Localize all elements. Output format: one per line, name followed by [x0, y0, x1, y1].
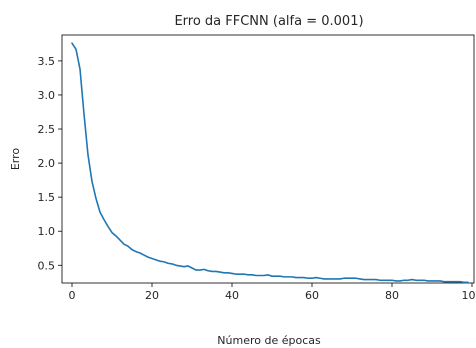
axes-frame [61, 34, 475, 284]
y-axis-label: Erro [9, 148, 22, 171]
series-line [71, 42, 469, 284]
x-tick-label: 40 [225, 289, 239, 302]
x-tick-label: 60 [305, 289, 319, 302]
x-axis-label: Número de épocas [217, 334, 321, 347]
y-tick-label: 3.0 [38, 89, 56, 102]
y-tick-label: 2.5 [38, 123, 56, 136]
plot-area: 0 20 40 60 80 100 0.5 1.0 1.5 2.0 2.5 3.0 3.5 [38, 34, 476, 302]
x-tick-label: 100 [462, 289, 476, 302]
chart-title: Erro da FFCNN (alfa = 0.001) [174, 14, 363, 29]
x-tick-label: 80 [385, 289, 399, 302]
y-tick-label: 1.0 [38, 225, 56, 238]
x-tick-label: 0 [69, 289, 76, 302]
y-tick-label: 0.5 [38, 259, 56, 272]
y-tick-label: 3.5 [38, 55, 56, 68]
y-tick-label: 1.5 [38, 191, 56, 204]
x-tick-label: 20 [145, 289, 159, 302]
y-tick-label: 2.0 [38, 157, 56, 170]
